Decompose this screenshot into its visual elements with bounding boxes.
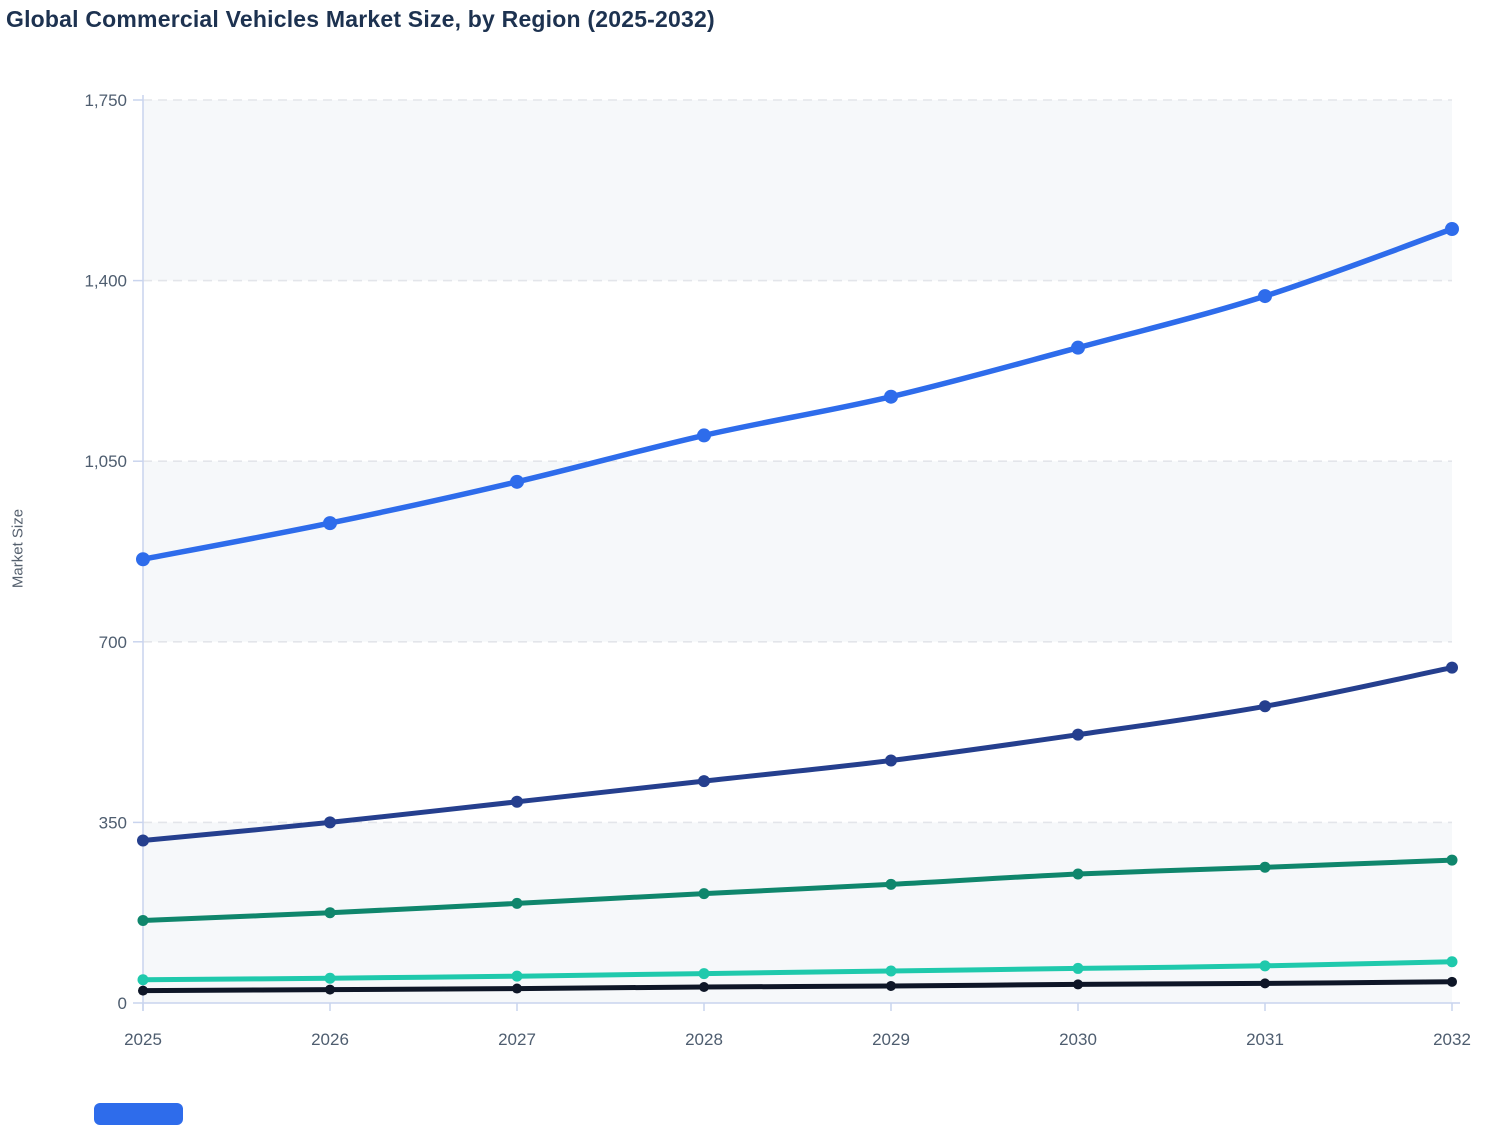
- data-point-series-mint[interactable]: [698, 968, 710, 980]
- data-point-series-bright-blue[interactable]: [884, 389, 898, 404]
- data-point-series-bright-blue[interactable]: [136, 552, 150, 567]
- x-tick-label: 2029: [872, 1030, 910, 1049]
- data-point-series-mint[interactable]: [137, 974, 149, 986]
- data-point-series-bright-blue[interactable]: [1445, 222, 1459, 236]
- y-tick-label: 1,400: [84, 272, 127, 291]
- data-point-series-mint[interactable]: [1259, 960, 1271, 972]
- data-point-series-black[interactable]: [1260, 978, 1270, 989]
- x-tick-label: 2027: [498, 1030, 536, 1049]
- data-point-series-teal[interactable]: [324, 907, 336, 919]
- plot-band: [143, 100, 1452, 281]
- series-line-series-navy: [140, 665, 1455, 843]
- data-point-series-bright-blue[interactable]: [1258, 289, 1272, 304]
- data-point-series-teal[interactable]: [1072, 868, 1084, 880]
- data-point-series-navy[interactable]: [137, 834, 149, 847]
- data-point-series-teal[interactable]: [137, 914, 149, 926]
- data-point-series-black[interactable]: [138, 985, 148, 996]
- data-point-series-navy[interactable]: [1446, 661, 1458, 674]
- y-tick-label: 1,050: [84, 452, 127, 471]
- data-point-series-teal[interactable]: [511, 897, 523, 909]
- x-tick-label: 2026: [311, 1030, 349, 1049]
- y-tick-label: 1,750: [84, 91, 127, 110]
- data-point-series-mint[interactable]: [885, 965, 897, 977]
- data-point-series-navy[interactable]: [1072, 728, 1084, 741]
- x-tick-label: 2031: [1246, 1030, 1284, 1049]
- data-point-series-black[interactable]: [1073, 979, 1083, 990]
- data-point-series-teal[interactable]: [1259, 861, 1271, 873]
- series-line-series-mint: [140, 959, 1455, 983]
- data-point-series-mint[interactable]: [324, 972, 336, 984]
- series-line-series-teal: [140, 857, 1455, 923]
- data-point-series-black[interactable]: [699, 982, 709, 993]
- data-point-series-mint[interactable]: [1072, 962, 1084, 974]
- data-point-series-navy[interactable]: [885, 754, 897, 767]
- data-point-series-black[interactable]: [886, 980, 896, 991]
- data-point-series-mint[interactable]: [1446, 956, 1458, 968]
- data-point-series-bright-blue[interactable]: [697, 428, 711, 443]
- data-point-series-teal[interactable]: [885, 878, 897, 890]
- x-tick-label: 2030: [1059, 1030, 1097, 1049]
- data-point-series-navy[interactable]: [324, 816, 336, 829]
- y-tick-label: 350: [99, 813, 127, 832]
- data-point-series-navy[interactable]: [698, 775, 710, 788]
- data-point-series-navy[interactable]: [511, 795, 523, 808]
- y-tick-label: 700: [99, 633, 127, 652]
- data-point-series-bright-blue[interactable]: [1071, 340, 1085, 355]
- series-line-series-bright-blue: [140, 226, 1455, 562]
- data-point-series-teal[interactable]: [1446, 854, 1458, 866]
- data-point-series-black[interactable]: [325, 984, 335, 995]
- y-tick-label: 0: [118, 994, 127, 1013]
- legend-item-swatch[interactable]: [94, 1103, 183, 1125]
- data-point-series-black[interactable]: [1447, 976, 1457, 987]
- data-point-series-teal[interactable]: [698, 888, 710, 900]
- data-point-series-bright-blue[interactable]: [510, 474, 524, 489]
- x-tick-label: 2028: [685, 1030, 723, 1049]
- data-point-series-mint[interactable]: [511, 970, 523, 982]
- chart-title: Global Commercial Vehicles Market Size, …: [6, 6, 715, 32]
- data-point-series-bright-blue[interactable]: [323, 516, 337, 531]
- data-point-series-navy[interactable]: [1259, 700, 1271, 713]
- x-tick-label: 2032: [1433, 1030, 1471, 1049]
- x-tick-label: 2025: [124, 1030, 162, 1049]
- data-point-series-black[interactable]: [512, 983, 522, 994]
- series-line-series-black: [140, 979, 1455, 994]
- plot-band: [143, 461, 1452, 642]
